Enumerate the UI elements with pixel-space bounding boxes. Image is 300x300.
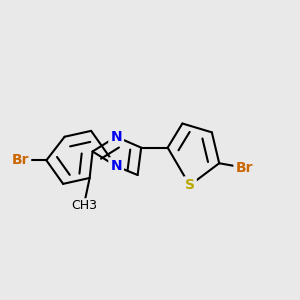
Text: N: N bbox=[110, 130, 122, 144]
Text: N: N bbox=[110, 159, 122, 173]
Text: S: S bbox=[185, 178, 195, 192]
Text: CH3: CH3 bbox=[71, 200, 97, 212]
Text: Br: Br bbox=[12, 153, 29, 167]
Text: Br: Br bbox=[236, 161, 253, 175]
